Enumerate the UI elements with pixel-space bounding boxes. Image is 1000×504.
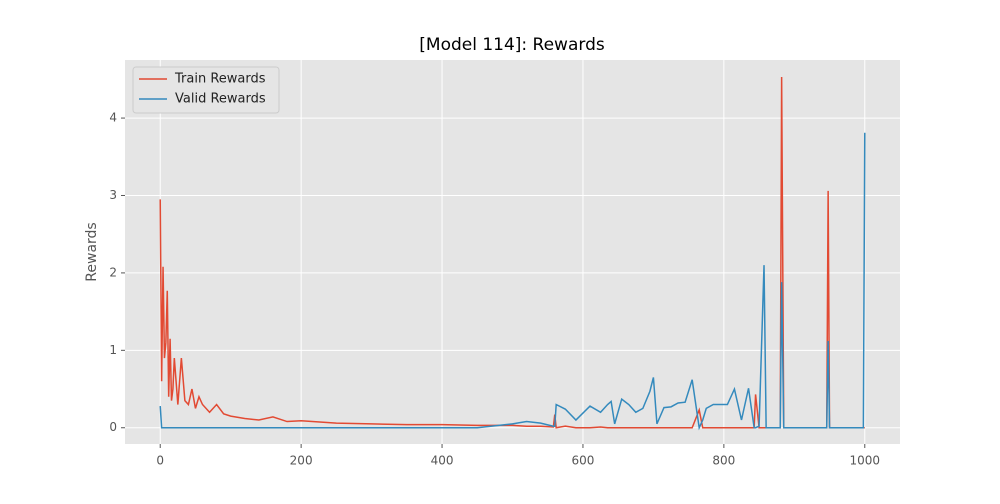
chart-title: [Model 114]: Rewards <box>419 35 605 55</box>
legend-label: Valid Rewards <box>175 92 266 107</box>
plot-area <box>125 60 900 444</box>
x-tick-label: 1000 <box>849 454 880 468</box>
x-tick-label: 200 <box>290 454 313 468</box>
y-tick-label: 2 <box>109 265 117 279</box>
x-tick-label: 800 <box>712 454 735 468</box>
y-tick-label: 4 <box>109 111 117 125</box>
y-axis-label: Rewards <box>84 222 100 281</box>
y-tick-label: 1 <box>109 343 117 357</box>
x-tick-label: 0 <box>156 454 164 468</box>
legend-box <box>132 66 280 114</box>
x-tick-label: 600 <box>572 454 595 468</box>
y-tick-label: 0 <box>109 420 117 434</box>
y-tick-label: 3 <box>109 188 117 202</box>
series-line <box>159 132 866 431</box>
legend-label: Train Rewards <box>174 72 266 87</box>
x-tick-label: 400 <box>431 454 454 468</box>
